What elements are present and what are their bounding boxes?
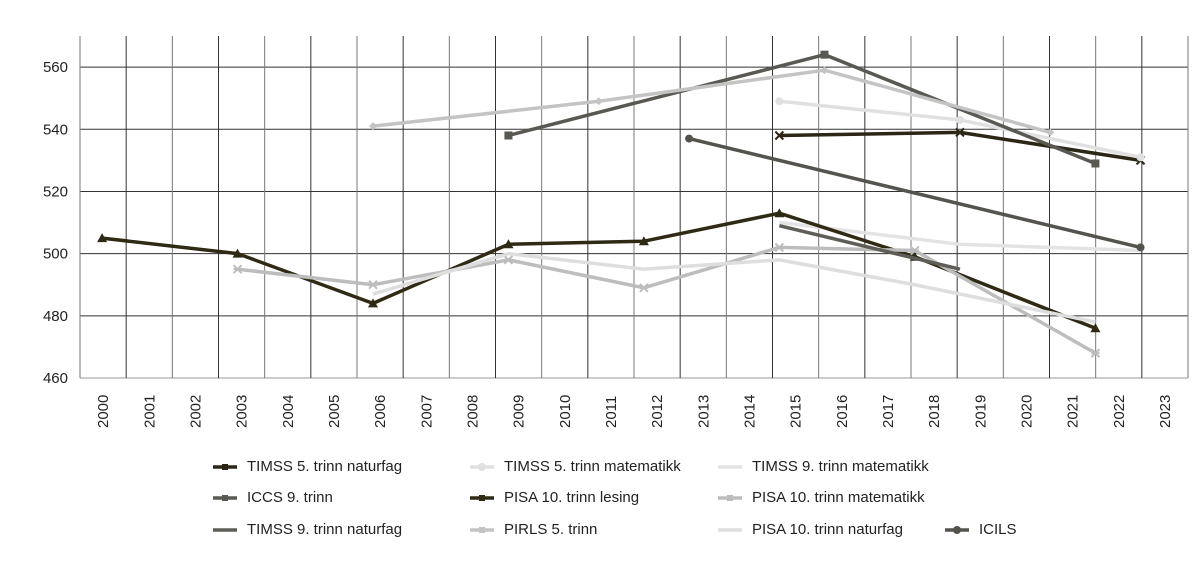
series-line [508, 52, 1097, 166]
marker-diamond [1046, 128, 1055, 137]
x-tick-label: 2009 [511, 395, 528, 428]
x-tick-label: 2003 [234, 395, 251, 428]
marker-triangle [774, 208, 785, 218]
marker-diamond [368, 122, 377, 131]
marker-circle [955, 115, 964, 124]
x-tick-label: 2005 [326, 395, 343, 428]
x-tick-label: 2001 [141, 395, 158, 428]
x-tick-label: 2002 [187, 395, 204, 428]
y-tick-label: 460 [43, 370, 68, 387]
x-tick-label: 2010 [557, 395, 574, 428]
x-tick-label: 2020 [1018, 395, 1035, 428]
y-tick-label: 540 [43, 121, 68, 138]
y-tick-label: 560 [43, 59, 68, 76]
marker-circle [1136, 153, 1145, 162]
x-tick-label: 2023 [1157, 395, 1174, 428]
x-tick-label: 2007 [418, 395, 435, 428]
x-tick-label: 2000 [95, 395, 112, 428]
marker-circle [1136, 243, 1145, 252]
series-line [372, 251, 1096, 324]
marker-asterisk [368, 280, 378, 290]
x-tick-label: 2004 [280, 395, 297, 428]
y-tick-label: 500 [43, 246, 68, 263]
x-tick-label: 2016 [834, 395, 851, 428]
marker-triangle [232, 248, 243, 258]
marker-asterisk [774, 242, 785, 253]
marker-asterisk [910, 245, 920, 256]
x-tick-label: 2022 [1111, 395, 1128, 428]
x-tick-label: 2006 [372, 395, 389, 428]
marker-triangle [638, 236, 649, 246]
marker-square [820, 50, 829, 59]
marker-circle [775, 97, 784, 106]
marker-diamond [594, 97, 603, 106]
marker-asterisk [503, 255, 514, 265]
series-line [778, 223, 961, 271]
x-tick-label: 2017 [880, 395, 897, 428]
series-line [779, 220, 1141, 253]
x-tick-label: 2011 [603, 396, 620, 428]
x-tick-label: 2019 [972, 395, 989, 428]
x-tick-label: 2021 [1065, 395, 1082, 428]
marker-asterisk [639, 283, 649, 293]
y-tick-label: 520 [43, 183, 68, 200]
marker-diamond [820, 66, 829, 75]
y-tick-label: 480 [43, 308, 68, 325]
x-tick-label: 2018 [926, 395, 943, 428]
series-line [372, 68, 1051, 135]
x-tick-label: 2008 [464, 395, 481, 428]
marker-triangle [503, 239, 514, 249]
marker-circle [685, 134, 694, 143]
x-tick-label: 2015 [788, 395, 805, 428]
marker-triangle [97, 233, 108, 243]
marker-square [1091, 159, 1100, 168]
marker-asterisk [232, 264, 243, 274]
marker-x [774, 130, 785, 141]
x-tick-label: 2013 [695, 395, 712, 428]
marker-x [955, 127, 965, 138]
marker-triangle [1090, 323, 1101, 333]
marker-triangle [367, 298, 378, 308]
series-line [688, 136, 1141, 250]
x-tick-label: 2012 [649, 395, 666, 428]
marker-square [504, 131, 513, 140]
marker-asterisk [1090, 348, 1101, 358]
x-tick-label: 2014 [741, 395, 758, 428]
